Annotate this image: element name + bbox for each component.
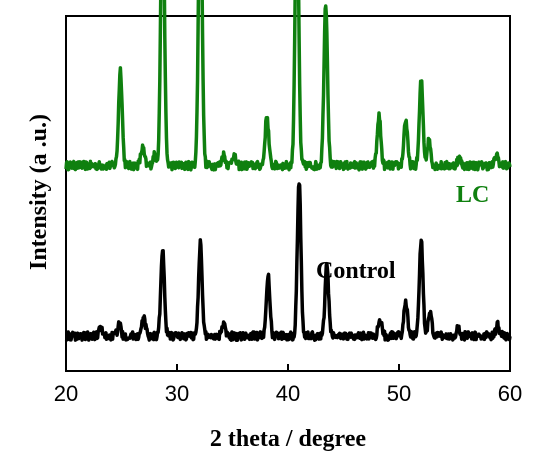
x-tick-label: 30 bbox=[165, 381, 189, 406]
x-axis-title: 2 theta / degree bbox=[210, 426, 367, 452]
plot-frame bbox=[65, 15, 511, 372]
x-tick-label: 50 bbox=[387, 381, 411, 406]
series-line-lc bbox=[64, 0, 512, 172]
series-group bbox=[64, 0, 512, 342]
x-axis-ticks: 20 30 40 50 60 bbox=[54, 364, 522, 406]
x-tick-label: 20 bbox=[54, 381, 78, 406]
y-axis-title: Intensity (a .u.) bbox=[26, 114, 52, 270]
x-tick-label: 60 bbox=[498, 381, 522, 406]
series-label-lc: LC bbox=[456, 182, 489, 208]
series-line-control bbox=[64, 182, 512, 342]
series-label-control: Control bbox=[316, 258, 396, 284]
plot-area: 20 30 40 50 60 bbox=[54, 0, 522, 406]
x-tick-label: 40 bbox=[276, 381, 300, 406]
